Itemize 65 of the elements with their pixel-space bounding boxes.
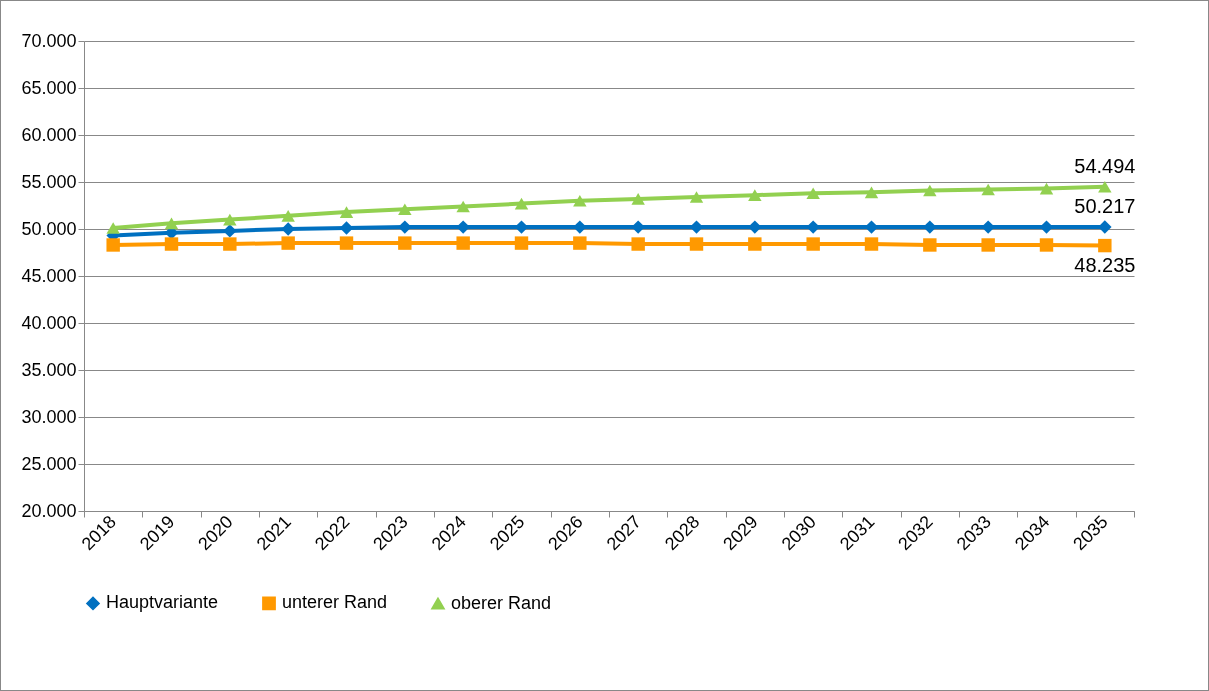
point <box>748 237 762 251</box>
y-tick-label: 65.000 <box>21 77 77 98</box>
point <box>281 222 295 236</box>
point <box>573 194 587 207</box>
point <box>514 236 529 250</box>
point <box>923 184 937 197</box>
y-tick-label: 50.000 <box>21 218 77 239</box>
point <box>223 224 237 238</box>
legend-label: Hauptvariante <box>106 592 219 613</box>
point <box>1098 238 1112 253</box>
point <box>456 220 470 234</box>
point <box>573 220 587 234</box>
y-tick-label: 45.000 <box>21 265 77 286</box>
point <box>1039 182 1054 195</box>
point <box>631 193 645 205</box>
point <box>398 220 412 234</box>
y-tick-label: 35.000 <box>21 359 77 380</box>
point <box>106 222 120 234</box>
y-tick-label: 70.000 <box>21 30 77 51</box>
legend-label: unterer Rand <box>282 592 388 613</box>
point <box>339 236 354 250</box>
point <box>631 220 645 234</box>
point <box>981 238 995 252</box>
data-label: 54.494 <box>1074 154 1136 177</box>
point <box>573 236 587 250</box>
y-tick-label: 55.000 <box>21 171 77 192</box>
point <box>631 237 645 251</box>
point <box>981 183 995 196</box>
y-tick-label: 20.000 <box>21 500 77 521</box>
point <box>689 191 704 203</box>
point <box>923 220 937 234</box>
point <box>106 238 120 252</box>
point <box>923 238 937 252</box>
point <box>223 237 237 251</box>
legend-label: oberer Rand <box>451 592 552 613</box>
point <box>806 220 820 234</box>
point <box>456 200 470 213</box>
point <box>223 213 237 226</box>
point <box>281 236 295 250</box>
point <box>1098 220 1112 234</box>
y-tick-label: 40.000 <box>21 312 77 333</box>
point <box>864 186 879 199</box>
point <box>339 221 354 235</box>
y-tick-label: 25.000 <box>21 453 77 474</box>
point <box>1039 238 1054 252</box>
point <box>1098 180 1112 193</box>
point <box>339 206 354 218</box>
point <box>806 187 820 200</box>
point <box>281 210 295 222</box>
point <box>514 197 529 210</box>
point <box>864 237 879 251</box>
point <box>456 236 470 250</box>
point <box>748 220 762 234</box>
data-label: 48.235 <box>1074 253 1136 276</box>
data-label: 50.217 <box>1074 194 1136 217</box>
point <box>398 236 412 250</box>
point <box>398 203 412 216</box>
y-tick-label: 60.000 <box>21 124 77 145</box>
point <box>689 237 704 251</box>
point <box>806 237 820 251</box>
point <box>164 237 179 251</box>
y-tick-label: 30.000 <box>21 406 77 427</box>
point <box>748 189 762 201</box>
point <box>164 217 179 230</box>
point <box>981 220 995 234</box>
